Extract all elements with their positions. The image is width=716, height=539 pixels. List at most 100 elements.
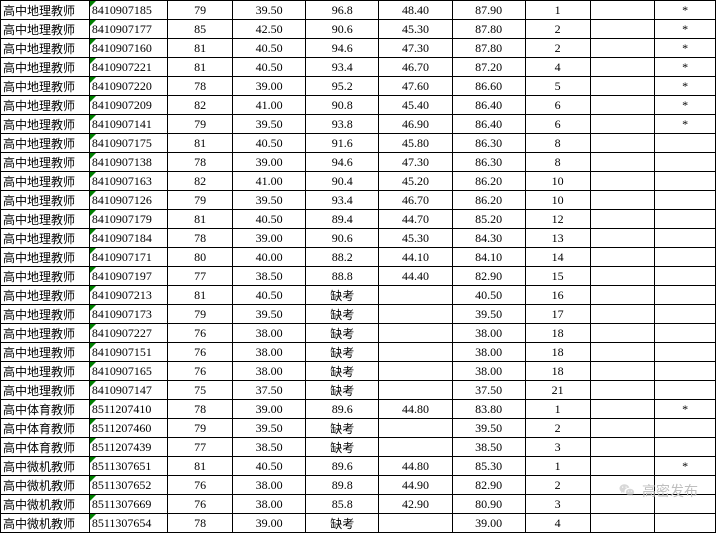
table-cell: 37.50 <box>452 381 525 400</box>
table-cell: 6 <box>525 96 590 115</box>
table-cell: 40.50 <box>233 457 306 476</box>
table-cell: 5 <box>525 77 590 96</box>
table-cell: 高中地理教师 <box>1 267 90 286</box>
table-cell: 40.50 <box>233 210 306 229</box>
table-cell: 高中地理教师 <box>1 77 90 96</box>
table-cell: 高中地理教师 <box>1 229 90 248</box>
table-cell <box>590 39 655 58</box>
table-cell: 缺考 <box>306 381 379 400</box>
table-cell: 缺考 <box>306 438 379 457</box>
table-cell <box>590 343 655 362</box>
table-cell: 高中地理教师 <box>1 58 90 77</box>
table-cell <box>590 20 655 39</box>
table-cell <box>590 191 655 210</box>
table-cell: 81 <box>168 39 233 58</box>
table-cell: 40.50 <box>233 134 306 153</box>
table-cell: 89.8 <box>306 476 379 495</box>
table-cell: 缺考 <box>306 305 379 324</box>
table-cell: * <box>655 400 716 419</box>
table-cell: 80.90 <box>452 495 525 514</box>
table-cell: 87.80 <box>452 39 525 58</box>
table-cell: 78 <box>168 229 233 248</box>
table-cell: 高中地理教师 <box>1 153 90 172</box>
table-cell: 2 <box>525 476 590 495</box>
table-cell <box>379 438 452 457</box>
table-cell: 45.40 <box>379 96 452 115</box>
table-cell: 14 <box>525 248 590 267</box>
table-cell: 82 <box>168 96 233 115</box>
table-cell: 1 <box>525 1 590 20</box>
table-cell: 39.50 <box>233 305 306 324</box>
table-cell: 44.10 <box>379 248 452 267</box>
table-cell <box>590 58 655 77</box>
table-cell: 85.20 <box>452 210 525 229</box>
table-cell: 高中微机教师 <box>1 514 90 533</box>
table-row: 高中微机教师85113076527638.0089.844.9082.902 <box>1 476 716 495</box>
table-cell: 86.40 <box>452 115 525 134</box>
table-cell: 8410907165 <box>89 362 167 381</box>
table-cell <box>590 400 655 419</box>
table-cell: 90.6 <box>306 229 379 248</box>
table-cell: 87.20 <box>452 58 525 77</box>
table-cell: * <box>655 39 716 58</box>
table-cell: 44.80 <box>379 457 452 476</box>
table-cell: 高中地理教师 <box>1 39 90 58</box>
table-row: 高中地理教师84109071477537.50缺考37.5021 <box>1 381 716 400</box>
table-cell: 8 <box>525 134 590 153</box>
table-cell: 83.80 <box>452 400 525 419</box>
table-cell: 44.90 <box>379 476 452 495</box>
table-cell <box>590 248 655 267</box>
table-cell: 90.4 <box>306 172 379 191</box>
table-cell: 79 <box>168 191 233 210</box>
table-cell: 8511307669 <box>89 495 167 514</box>
table-cell: 38.00 <box>452 362 525 381</box>
table-cell <box>590 438 655 457</box>
table-cell: 高中地理教师 <box>1 381 90 400</box>
table-cell: 8511307651 <box>89 457 167 476</box>
table-cell: 高中体育教师 <box>1 438 90 457</box>
table-cell <box>590 96 655 115</box>
table-cell: 93.8 <box>306 115 379 134</box>
table-cell <box>590 1 655 20</box>
table-cell: 39.00 <box>233 229 306 248</box>
table-cell: 8511207460 <box>89 419 167 438</box>
table-cell: 8410907185 <box>89 1 167 20</box>
table-cell: 45.30 <box>379 20 452 39</box>
table-cell <box>379 362 452 381</box>
table-cell: 44.70 <box>379 210 452 229</box>
table-cell: 8410907151 <box>89 343 167 362</box>
table-cell: 18 <box>525 362 590 381</box>
table-cell: 42.90 <box>379 495 452 514</box>
table-cell: 86.20 <box>452 191 525 210</box>
table-cell <box>379 286 452 305</box>
table-cell: 38.00 <box>233 343 306 362</box>
table-cell <box>655 419 716 438</box>
table-cell: * <box>655 115 716 134</box>
table-cell: 8410907184 <box>89 229 167 248</box>
table-cell: 39.50 <box>452 419 525 438</box>
table-cell: 46.70 <box>379 191 452 210</box>
table-cell: 86.30 <box>452 134 525 153</box>
table-cell: 85.30 <box>452 457 525 476</box>
table-cell: 94.6 <box>306 153 379 172</box>
table-cell: 86.30 <box>452 153 525 172</box>
table-cell: 高中体育教师 <box>1 400 90 419</box>
table-cell: 44.80 <box>379 400 452 419</box>
table-row: 高中地理教师84109071417939.5093.846.9086.406* <box>1 115 716 134</box>
table-cell: 38.50 <box>452 438 525 457</box>
table-cell: 87.80 <box>452 20 525 39</box>
table-cell: 86.20 <box>452 172 525 191</box>
table-cell <box>590 267 655 286</box>
table-cell: 88.2 <box>306 248 379 267</box>
table-cell: 2 <box>525 39 590 58</box>
table-cell: 2 <box>525 20 590 39</box>
table-cell: 17 <box>525 305 590 324</box>
table-cell: 40.50 <box>452 286 525 305</box>
table-cell: 77 <box>168 267 233 286</box>
table-cell: 38.50 <box>233 267 306 286</box>
table-cell: 8410907221 <box>89 58 167 77</box>
table-cell: 84.30 <box>452 229 525 248</box>
table-cell: 89.4 <box>306 210 379 229</box>
table-row: 高中地理教师84109071517638.00缺考38.0018 <box>1 343 716 362</box>
table-cell <box>590 381 655 400</box>
